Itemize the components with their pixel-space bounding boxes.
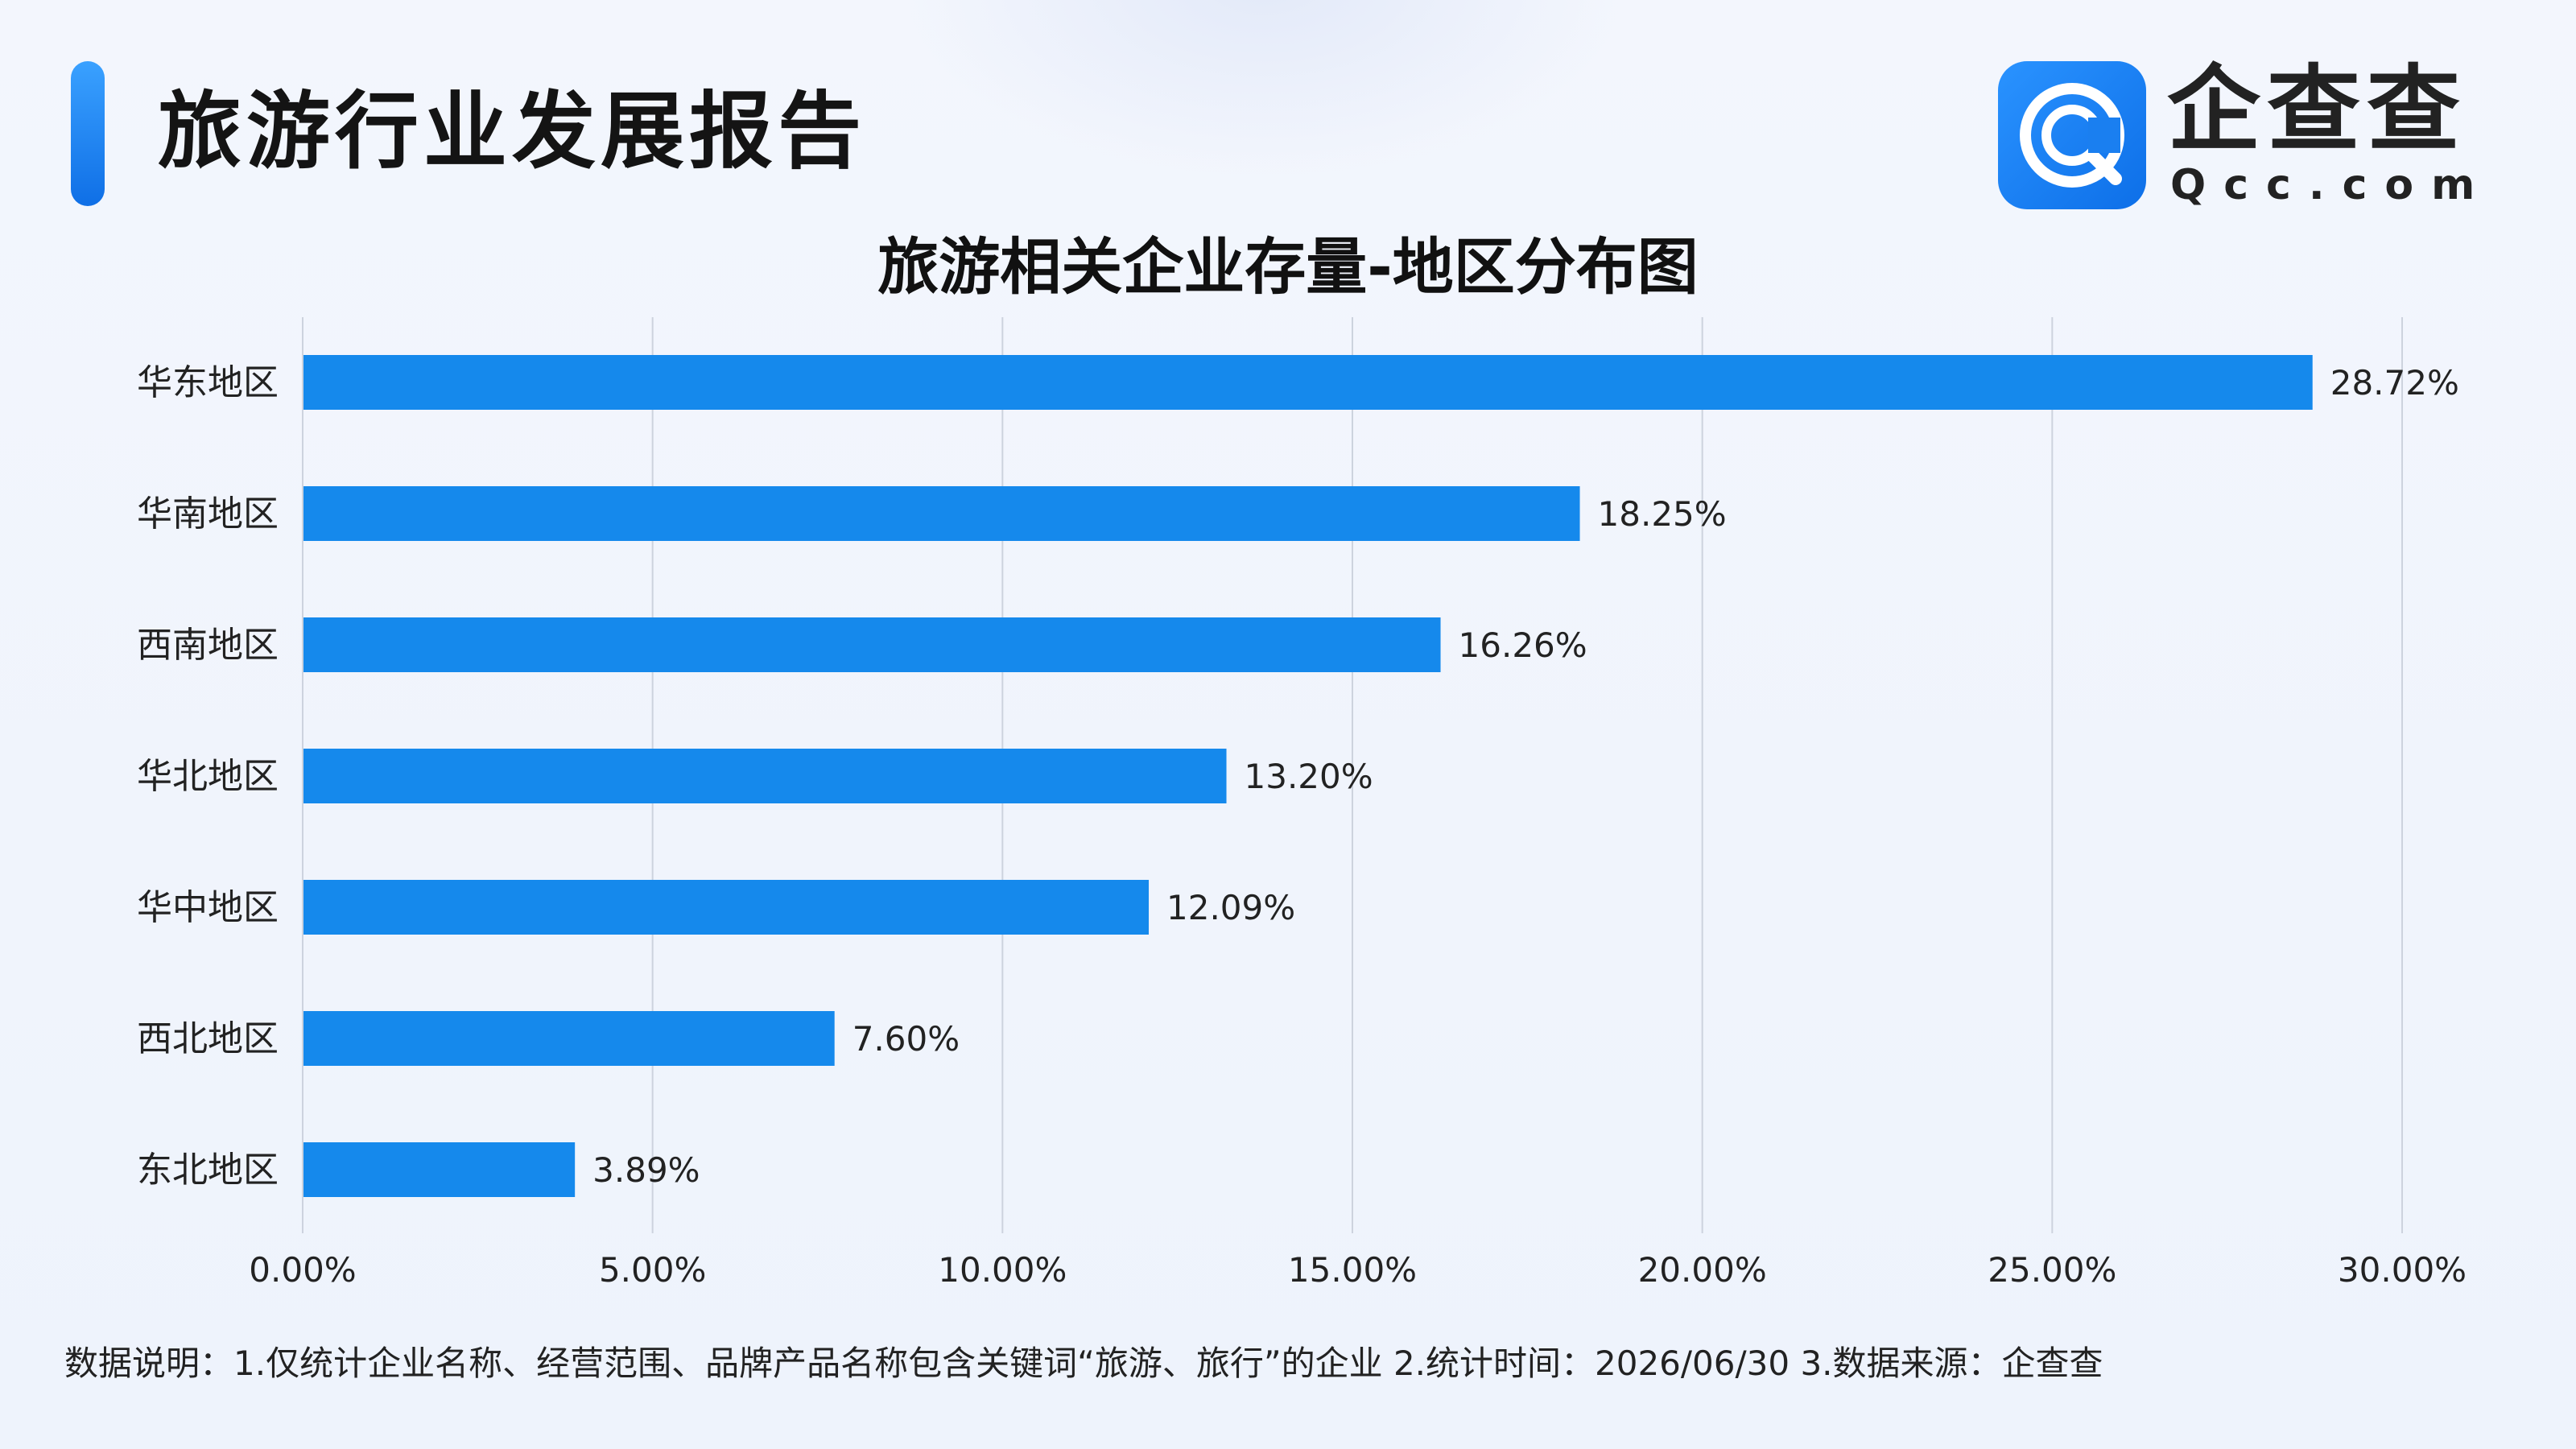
- x-tick-label: 25.00%: [1988, 1250, 2116, 1290]
- bar-chart: 0.00% 5.00% 10.00% 15.00% 20.00% 25.00% 30.00%…: [137, 317, 2467, 1290]
- value-label: 12.09%: [1166, 888, 1295, 927]
- bar: [303, 749, 1227, 803]
- value-label: 13.20%: [1245, 757, 1373, 796]
- category-label: 华中地区: [137, 887, 279, 928]
- value-label: 7.60%: [852, 1019, 960, 1059]
- category-label: 西北地区: [137, 1018, 279, 1059]
- category-label: 华东地区: [137, 362, 279, 403]
- logo-domain: Qcc.com: [2170, 161, 2493, 209]
- x-tick-label: 10.00%: [938, 1250, 1067, 1290]
- data-note: 数据说明：1.仅统计企业名称、经营范围、品牌产品名称包含关键词“旅游、旅行”的企…: [64, 1344, 2103, 1383]
- category-label: 华北地区: [137, 756, 279, 797]
- background-decoration: [902, 0, 1626, 177]
- chart-title: 旅游相关企业存量-地区分布图: [877, 231, 1699, 303]
- logo-name: 企查查: [2167, 56, 2467, 164]
- title-accent-bar: [71, 61, 105, 206]
- value-label: 3.89%: [592, 1150, 700, 1190]
- x-tick-label: 15.00%: [1288, 1250, 1417, 1290]
- qcc-logo: 企查查 Qcc.com: [1998, 56, 2513, 209]
- value-label: 28.72%: [2330, 363, 2459, 402]
- category-label: 东北地区: [137, 1150, 279, 1191]
- qcc-logo-icon: [1998, 61, 2146, 209]
- x-tick-label: 0.00%: [249, 1250, 356, 1290]
- bar: [303, 617, 1441, 672]
- bar: [303, 1011, 835, 1066]
- category-label: 西南地区: [137, 625, 279, 666]
- report-title: 旅游行业发展报告: [158, 82, 867, 180]
- bar: [303, 355, 2313, 410]
- bar: [303, 880, 1150, 935]
- x-tick-label: 30.00%: [2338, 1250, 2467, 1290]
- category-label: 华南地区: [137, 493, 279, 535]
- value-label: 18.25%: [1598, 494, 1727, 534]
- bar: [303, 1142, 576, 1197]
- x-tick-label: 20.00%: [1638, 1250, 1767, 1290]
- x-tick-label: 5.00%: [599, 1250, 706, 1290]
- bar: [303, 486, 1580, 541]
- value-label: 16.26%: [1459, 625, 1587, 665]
